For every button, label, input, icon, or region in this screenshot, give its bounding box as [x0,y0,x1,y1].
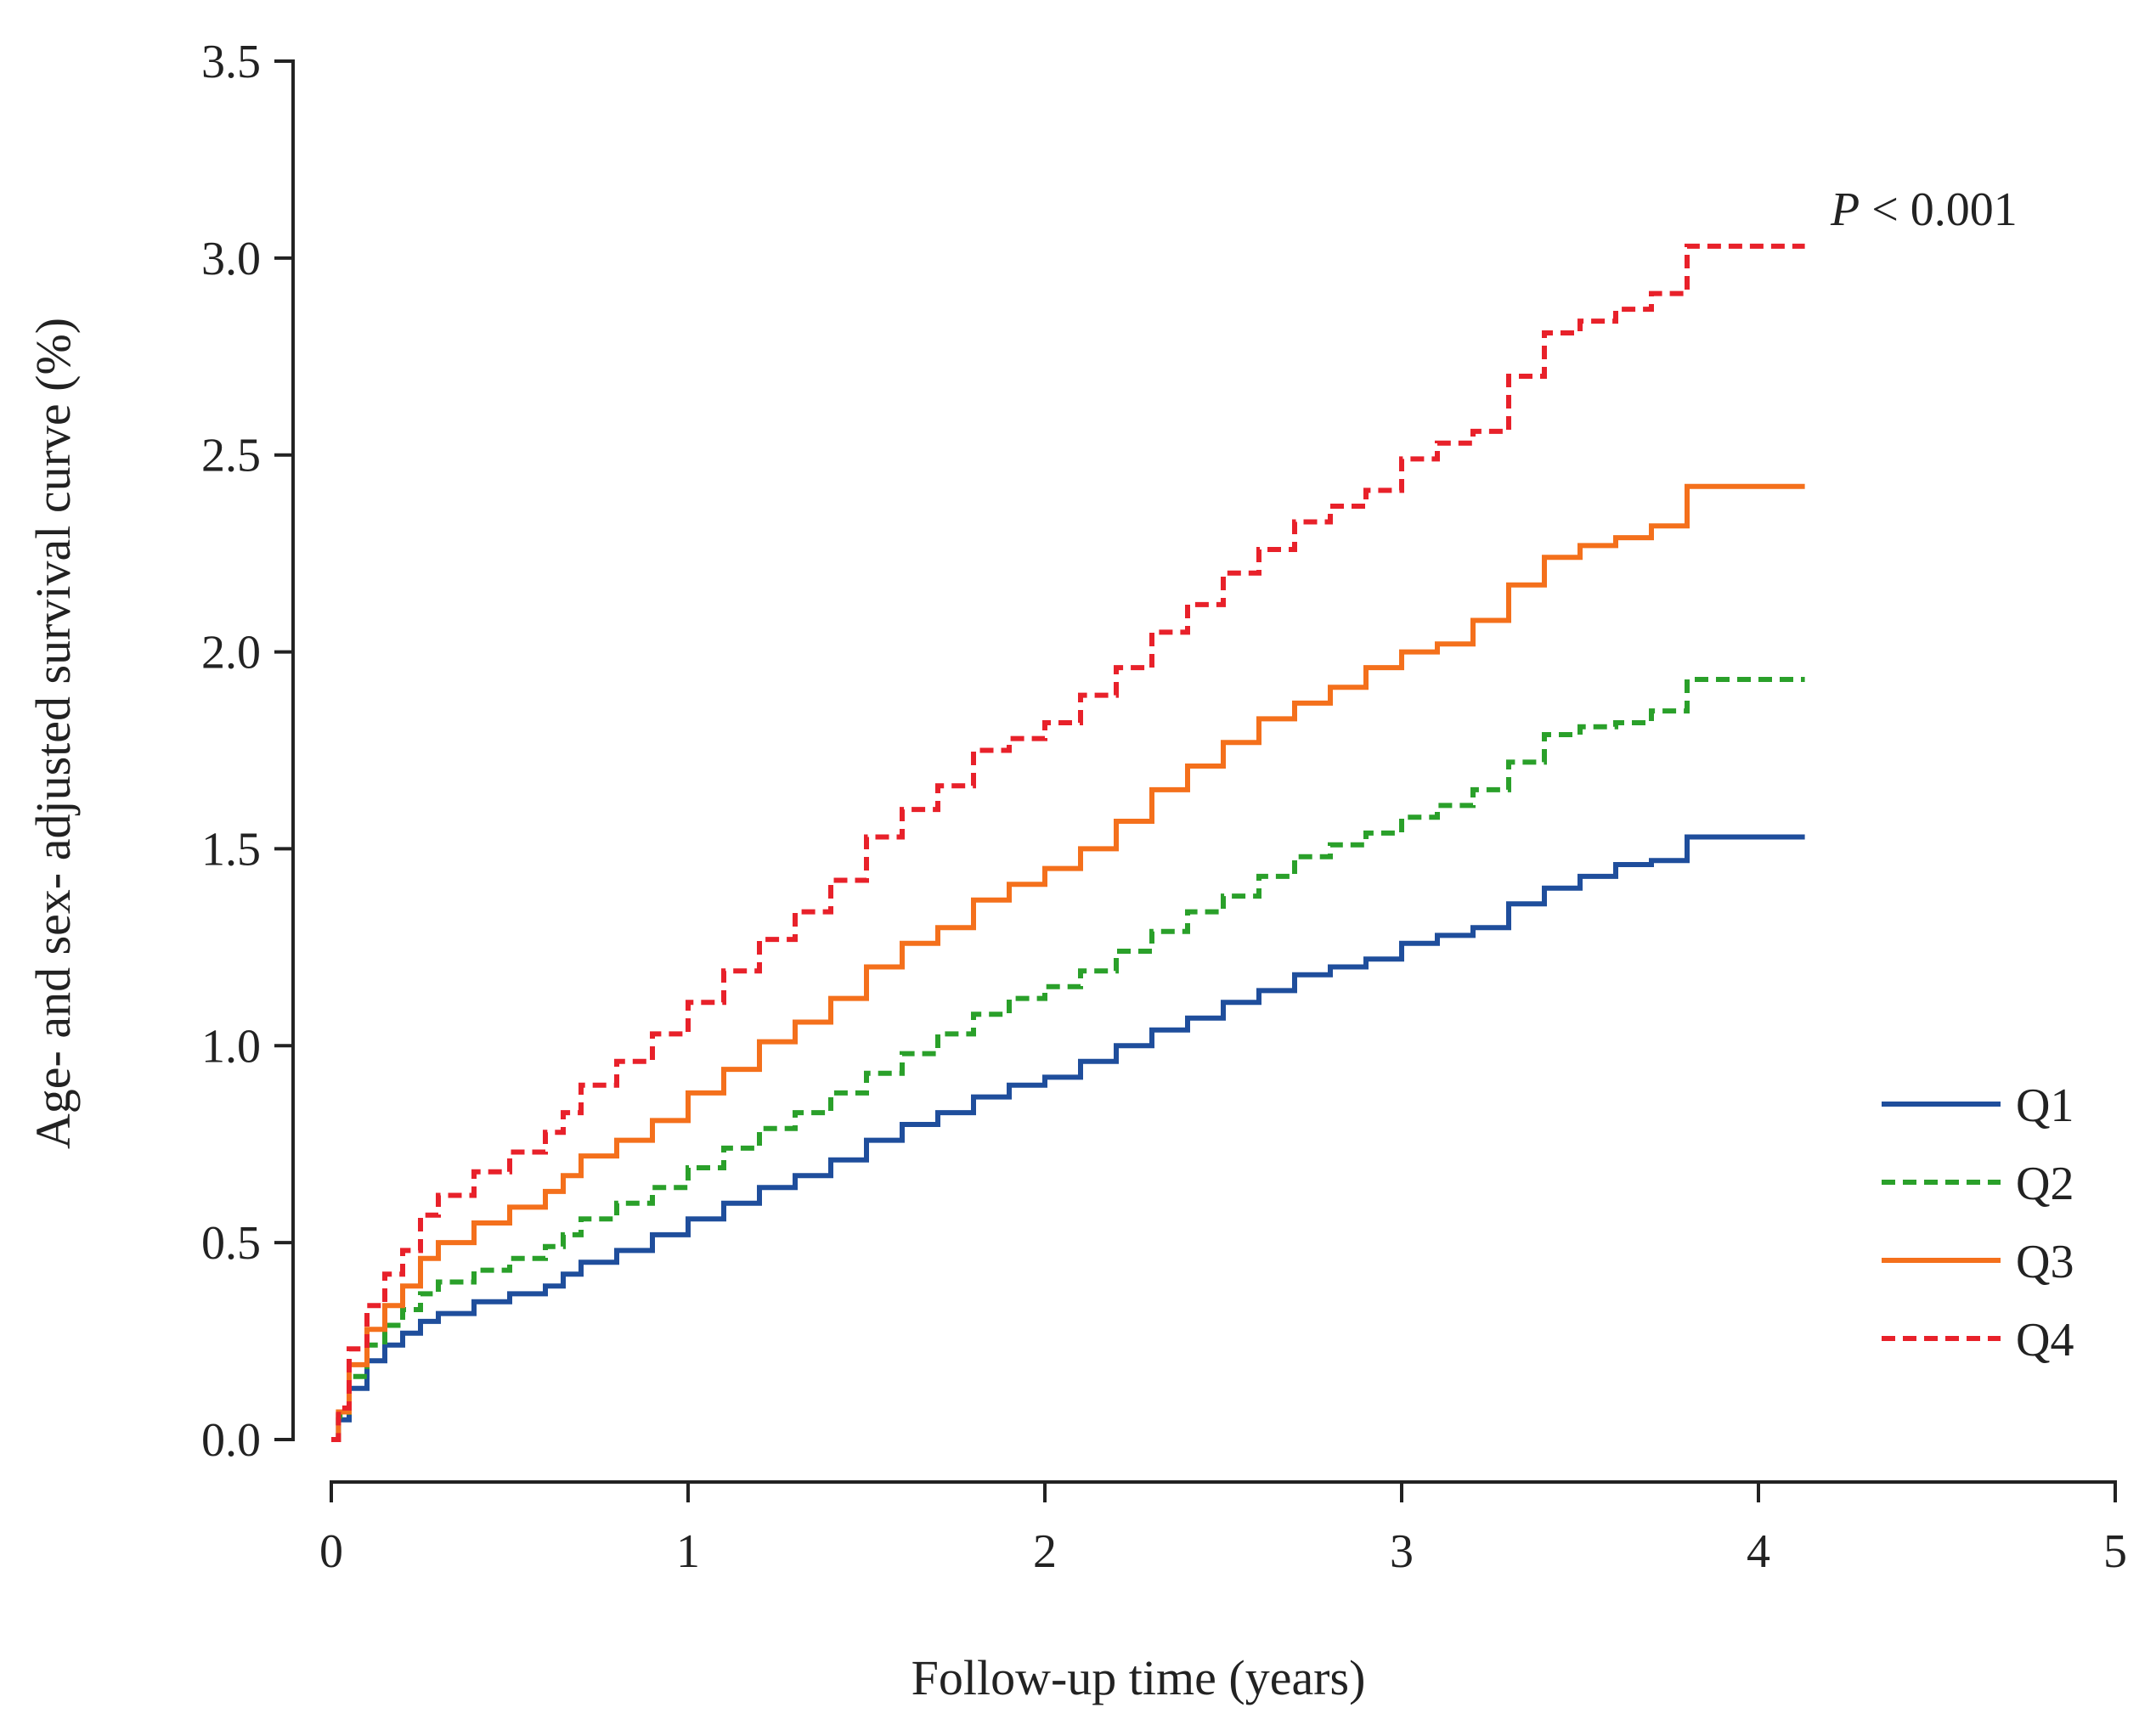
x-tick-label: 3 [1390,1525,1414,1578]
y-tick-label: 3.5 [201,36,261,88]
y-ticks: 0.0 0.5 1.0 1.5 2.0 2.5 3.0 3.5 [201,36,293,1467]
legend: Q1 Q2 Q3 Q4 [1882,1079,2074,1367]
y-tick-label: 1.0 [201,1020,261,1073]
y-tick-label: 0.5 [201,1217,261,1270]
y-tick-label: 2.5 [201,430,261,482]
legend-label-q1: Q1 [2016,1079,2074,1132]
series-line-q2 [331,677,1805,1442]
y-tick-label: 0.0 [201,1414,261,1467]
x-axis-title: Follow-up time (years) [912,1650,1366,1705]
x-tick-label: 1 [676,1525,700,1578]
y-tick-label: 2.0 [201,627,261,679]
y-axis-title: Age- and sex- adjusted survival curve (%… [25,318,81,1149]
series-line-q1 [331,834,1805,1442]
series-group [331,243,1805,1442]
x-tick-label: 4 [1747,1525,1770,1578]
p-value-symbol: P [1830,183,1860,236]
x-tick-label: 5 [2103,1525,2127,1578]
legend-label-q2: Q2 [2016,1158,2074,1210]
legend-label-q3: Q3 [2016,1236,2074,1288]
legend-label-q4: Q4 [2016,1314,2074,1367]
p-value-annotation: P < 0.001 [1830,183,2018,236]
y-tick-label: 1.5 [201,823,261,876]
p-value-text: < 0.001 [1860,183,2018,236]
x-ticks: 0 1 2 3 4 5 [319,1482,2127,1578]
x-tick-label: 0 [319,1525,343,1578]
series-line-q4 [331,243,1805,1442]
axes: 0.0 0.5 1.0 1.5 2.0 2.5 3.0 3.5 0 1 2 3 4 5 [201,36,2127,1578]
series-line-q3 [331,483,1805,1442]
x-tick-label: 2 [1033,1525,1057,1578]
y-tick-label: 3.0 [201,233,261,285]
